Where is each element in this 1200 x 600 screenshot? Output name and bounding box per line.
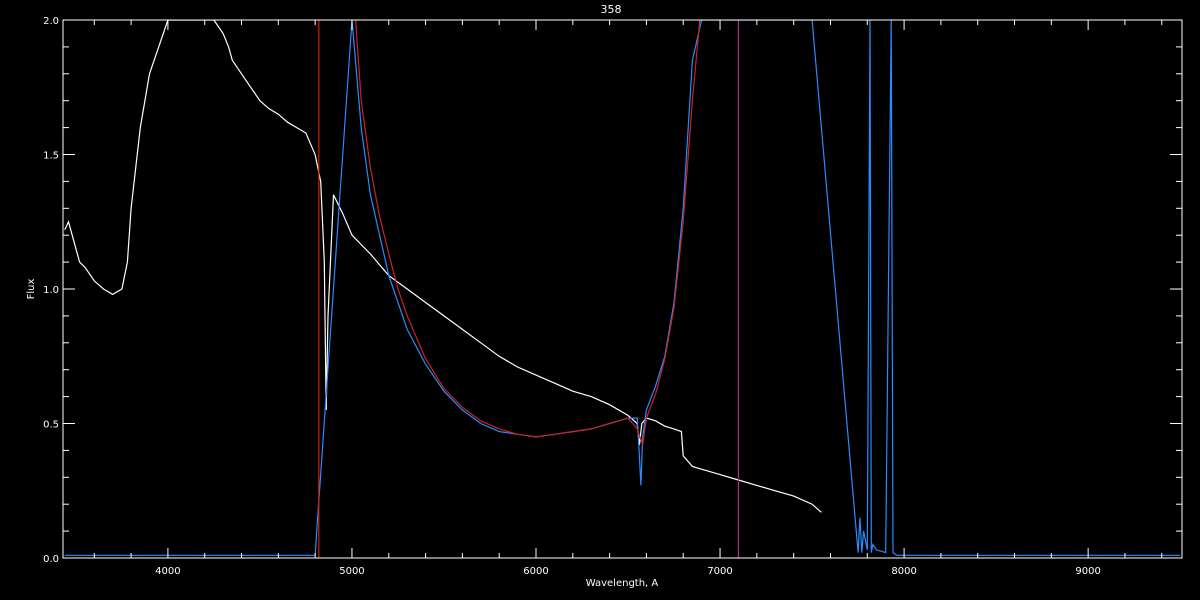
x-tick-label: 6000 — [523, 566, 548, 577]
fit-line — [355, 20, 701, 446]
x-tick-label: 7000 — [707, 566, 732, 577]
y-tick-label: 1.5 — [43, 151, 59, 162]
y-axis-label: Flux — [26, 279, 37, 300]
x-tick-label: 8000 — [891, 566, 916, 577]
chart-title: 358 — [601, 3, 622, 16]
x-tick-label: 5000 — [339, 566, 364, 577]
normalized-line — [64, 20, 1181, 556]
y-tick-label: 2.0 — [43, 16, 59, 27]
x-tick-label: 4000 — [155, 566, 180, 577]
x-tick-label: 9000 — [1075, 566, 1100, 577]
y-tick-label: 1.0 — [43, 285, 59, 296]
spectrum-line — [64, 20, 822, 513]
series-layer — [64, 20, 1181, 556]
y-tick-label: 0.5 — [43, 420, 59, 431]
y-tick-label: 0.0 — [43, 554, 59, 565]
marker-lines — [318, 20, 740, 558]
axis-ticks: 4000 5000 6000 7000 8000 9000 0.0 0.5 1.0 1.5 2.0 — [43, 16, 1182, 577]
x-axis-label: Wavelength, A — [586, 578, 659, 589]
